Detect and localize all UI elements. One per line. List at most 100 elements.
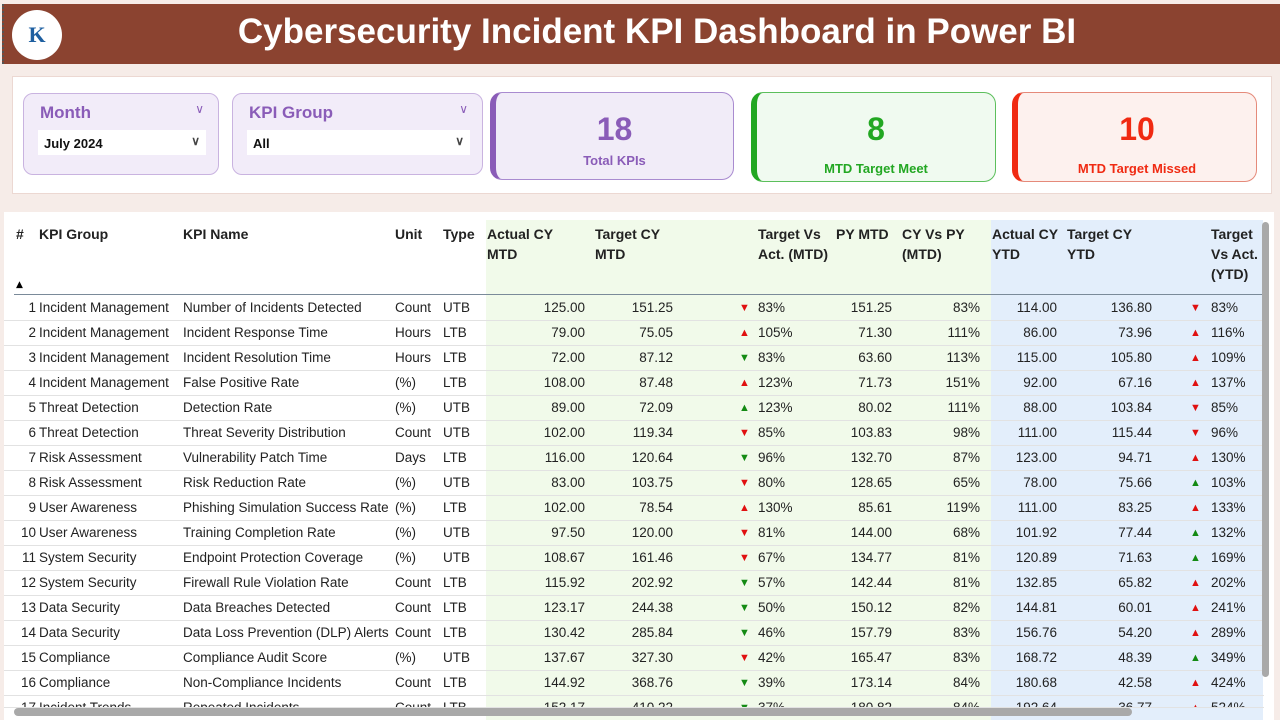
col-header-type[interactable]: Type bbox=[443, 226, 475, 242]
col-header-target-vs-act-ytd[interactable]: Target Vs Act. (YTD) bbox=[1211, 226, 1258, 282]
cell-py-mtd: 144.00 bbox=[850, 525, 892, 540]
table-row[interactable]: 2 Incident Management Incident Response Ti… bbox=[4, 321, 1264, 346]
cell-row-number: 1 bbox=[28, 300, 36, 315]
cell-target-vs-act-mtd: 39% bbox=[758, 675, 786, 690]
table-row[interactable]: 9 User Awareness Phishing Simulation Succe… bbox=[4, 496, 1264, 521]
chevron-down-icon[interactable]: ∨ bbox=[459, 102, 468, 116]
table-row[interactable]: 15 Compliance Compliance Audit Score (%) UTB… bbox=[4, 646, 1264, 671]
cell-type: UTB bbox=[443, 550, 470, 565]
cell-target-vs-act-ytd: 132% bbox=[1211, 525, 1246, 540]
table-row[interactable]: 6 Threat Detection Threat Severity Distrib… bbox=[4, 421, 1264, 446]
col-header-unit[interactable]: Unit bbox=[395, 226, 423, 242]
cell-row-number: 9 bbox=[28, 500, 36, 515]
table-row[interactable]: 13 Data Security Data Breaches Detected Cou… bbox=[4, 596, 1264, 621]
cell-target-vs-act-ytd: 241% bbox=[1211, 600, 1246, 615]
col-header-kpi-group[interactable]: KPI Group bbox=[39, 226, 109, 242]
cell-target-vs-act-ytd: 169% bbox=[1211, 550, 1246, 565]
title-bar: K Cybersecurity Incident KPI Dashboard i… bbox=[2, 4, 1280, 64]
cell-kpi-group: Data Security bbox=[39, 625, 121, 640]
cell-cy-vs-py-mtd: 68% bbox=[952, 525, 980, 540]
arrow-up-red-icon: ▲ bbox=[739, 377, 750, 389]
table-row[interactable]: 16 Compliance Non-Compliance Incidents Coun… bbox=[4, 671, 1264, 696]
arrow-down-red-icon: ▼ bbox=[739, 652, 750, 664]
month-slicer-label: Month bbox=[40, 103, 91, 122]
cell-kpi-name: Non-Compliance Incidents bbox=[183, 675, 342, 690]
cell-cy-vs-py-mtd: 111% bbox=[947, 325, 980, 340]
cell-unit: Count bbox=[395, 600, 432, 615]
table-row[interactable]: 5 Threat Detection Detection Rate (%) UTB 89.… bbox=[4, 396, 1264, 421]
table-row[interactable]: 7 Risk Assessment Vulnerability Patch Time… bbox=[4, 446, 1264, 471]
kpi-group-value: All bbox=[253, 136, 270, 151]
arrow-up-green-icon: ▲ bbox=[1190, 652, 1201, 664]
cell-target-cy-mtd: 75.05 bbox=[639, 325, 673, 340]
vertical-scrollbar[interactable] bbox=[1262, 222, 1269, 677]
kpi-table: # ▲ KPI Group KPI Name Unit Type Actual … bbox=[4, 212, 1274, 720]
table-row[interactable]: 8 Risk Assessment Risk Reduction Rate (%) UT… bbox=[4, 471, 1264, 496]
cell-py-mtd: 150.12 bbox=[850, 600, 892, 615]
col-header-actual-cy-ytd[interactable]: Actual CY YTD bbox=[992, 226, 1058, 262]
cell-target-cy-ytd: 36.77 bbox=[1118, 700, 1152, 708]
cell-target-cy-ytd: 42.58 bbox=[1118, 675, 1152, 690]
arrow-down-red-icon: ▼ bbox=[1190, 402, 1201, 414]
table-row[interactable]: 1 Incident Management Number of Incidents … bbox=[4, 296, 1264, 321]
col-header-target-vs-act-mtd[interactable]: Target Vs Act. (MTD) bbox=[758, 226, 828, 262]
arrow-up-red-icon: ▲ bbox=[1190, 452, 1201, 464]
cell-target-cy-mtd: 368.76 bbox=[631, 675, 673, 690]
col-header-target-cy-ytd[interactable]: Target CY YTD bbox=[1067, 226, 1132, 262]
sort-ascending-icon[interactable]: ▲ bbox=[16, 280, 23, 290]
cell-cy-vs-py-mtd: 119% bbox=[946, 500, 980, 515]
cell-target-vs-act-ytd: 83% bbox=[1211, 300, 1239, 315]
cell-kpi-name: Training Completion Rate bbox=[183, 525, 336, 540]
kpi-group-dropdown[interactable]: All ∨ bbox=[247, 130, 470, 155]
table-row[interactable]: 14 Data Security Data Loss Prevention (DLP… bbox=[4, 621, 1264, 646]
cell-cy-vs-py-mtd: 111% bbox=[947, 400, 980, 415]
arrow-down-green-icon: ▼ bbox=[739, 677, 750, 689]
cell-actual-cy-ytd: 101.92 bbox=[1015, 525, 1057, 540]
table-row[interactable]: 11 System Security Endpoint Protection Cov… bbox=[4, 546, 1264, 571]
col-header-kpi-name[interactable]: KPI Name bbox=[183, 226, 249, 242]
cell-type: UTB bbox=[443, 650, 470, 665]
cell-type: LTB bbox=[443, 675, 467, 690]
cell-py-mtd: 165.47 bbox=[850, 650, 892, 665]
col-header-number[interactable]: # bbox=[16, 226, 24, 242]
cell-cy-vs-py-mtd: 98% bbox=[952, 425, 980, 440]
cell-target-cy-ytd: 83.25 bbox=[1118, 500, 1152, 515]
cell-cy-vs-py-mtd: 83% bbox=[952, 650, 980, 665]
cell-target-cy-ytd: 103.84 bbox=[1110, 400, 1152, 415]
col-header-cy-vs-py-mtd[interactable]: CY Vs PY (MTD) bbox=[902, 226, 965, 262]
cell-target-cy-ytd: 105.80 bbox=[1110, 350, 1152, 365]
cell-kpi-name: Repeated Incidents bbox=[183, 700, 300, 708]
cell-target-cy-mtd: 87.12 bbox=[639, 350, 673, 365]
cell-unit: (%) bbox=[395, 650, 416, 665]
horizontal-scrollbar[interactable] bbox=[14, 708, 1132, 716]
month-dropdown[interactable]: July 2024 ∨ bbox=[38, 130, 206, 155]
cell-kpi-name: Incident Resolution Time bbox=[183, 350, 331, 365]
cell-target-vs-act-ytd: 116% bbox=[1211, 325, 1245, 340]
col-header-target-cy-mtd[interactable]: Target CY MTD bbox=[595, 226, 660, 262]
col-header-py-mtd[interactable]: PY MTD bbox=[836, 226, 889, 242]
chevron-down-icon[interactable]: ∨ bbox=[195, 102, 204, 116]
cell-cy-vs-py-mtd: 84% bbox=[952, 675, 980, 690]
col-header-actual-cy-mtd[interactable]: Actual CY MTD bbox=[487, 226, 553, 262]
kpi-group-slicer[interactable]: KPI Group ∨ All ∨ bbox=[232, 93, 483, 175]
cell-target-vs-act-ytd: 96% bbox=[1211, 425, 1239, 440]
cell-py-mtd: 80.02 bbox=[858, 400, 892, 415]
arrow-up-red-icon: ▲ bbox=[1190, 327, 1201, 339]
cell-py-mtd: 71.73 bbox=[858, 375, 892, 390]
cell-target-vs-act-mtd: 105% bbox=[758, 325, 793, 340]
cell-target-cy-mtd: 78.54 bbox=[639, 500, 673, 515]
cell-target-cy-ytd: 60.01 bbox=[1118, 600, 1152, 615]
cell-target-vs-act-mtd: 46% bbox=[758, 625, 786, 640]
table-row[interactable]: 10 User Awareness Training Completion Rate… bbox=[4, 521, 1264, 546]
cell-target-vs-act-ytd: 524% bbox=[1211, 700, 1246, 708]
table-row[interactable]: 12 System Security Firewall Rule Violation… bbox=[4, 571, 1264, 596]
month-slicer[interactable]: Month ∨ July 2024 ∨ bbox=[23, 93, 219, 175]
cell-kpi-name: Detection Rate bbox=[183, 400, 273, 415]
table-row[interactable]: 4 Incident Management False Positive Rate (… bbox=[4, 371, 1264, 396]
table-row[interactable]: 17 Incident Trends Repeated Incidents Count… bbox=[4, 696, 1264, 708]
cell-target-vs-act-mtd: 83% bbox=[758, 350, 786, 365]
chevron-down-icon: ∨ bbox=[191, 134, 200, 148]
arrow-up-green-icon: ▲ bbox=[1190, 527, 1201, 539]
table-row[interactable]: 3 Incident Management Incident Resolution … bbox=[4, 346, 1264, 371]
arrow-down-green-icon: ▼ bbox=[739, 702, 750, 708]
